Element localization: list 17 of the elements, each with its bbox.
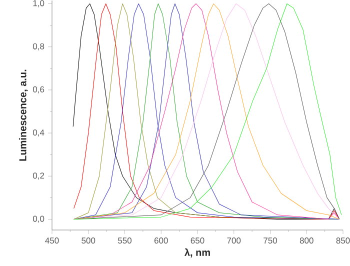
x-tick-label: 600 [154, 238, 168, 244]
x-tick-label: 700 [227, 238, 241, 244]
x-tick-label: 550 [118, 238, 132, 244]
y-tick-label: 1,0 [33, 0, 44, 8]
y-axis-title: Luminescence, a.u. [18, 70, 28, 161]
x-tick-label: 750 [264, 238, 277, 244]
y-tick-label: 0,8 [32, 43, 44, 50]
y-tick-label: 0,0 [32, 216, 44, 223]
y-tick-label: 0,6 [32, 86, 44, 94]
x-tick-label: 500 [82, 238, 96, 244]
x-axis-title: λ, nm [184, 248, 210, 258]
x-tick-label: 850 [336, 238, 350, 244]
x-tick-label: 650 [190, 238, 204, 244]
y-tick-label: 0,4 [32, 130, 44, 137]
x-tick-label: 800 [300, 238, 314, 244]
x-tick-label: 450 [45, 238, 59, 244]
y-tick-label: 0,2 [32, 172, 44, 180]
